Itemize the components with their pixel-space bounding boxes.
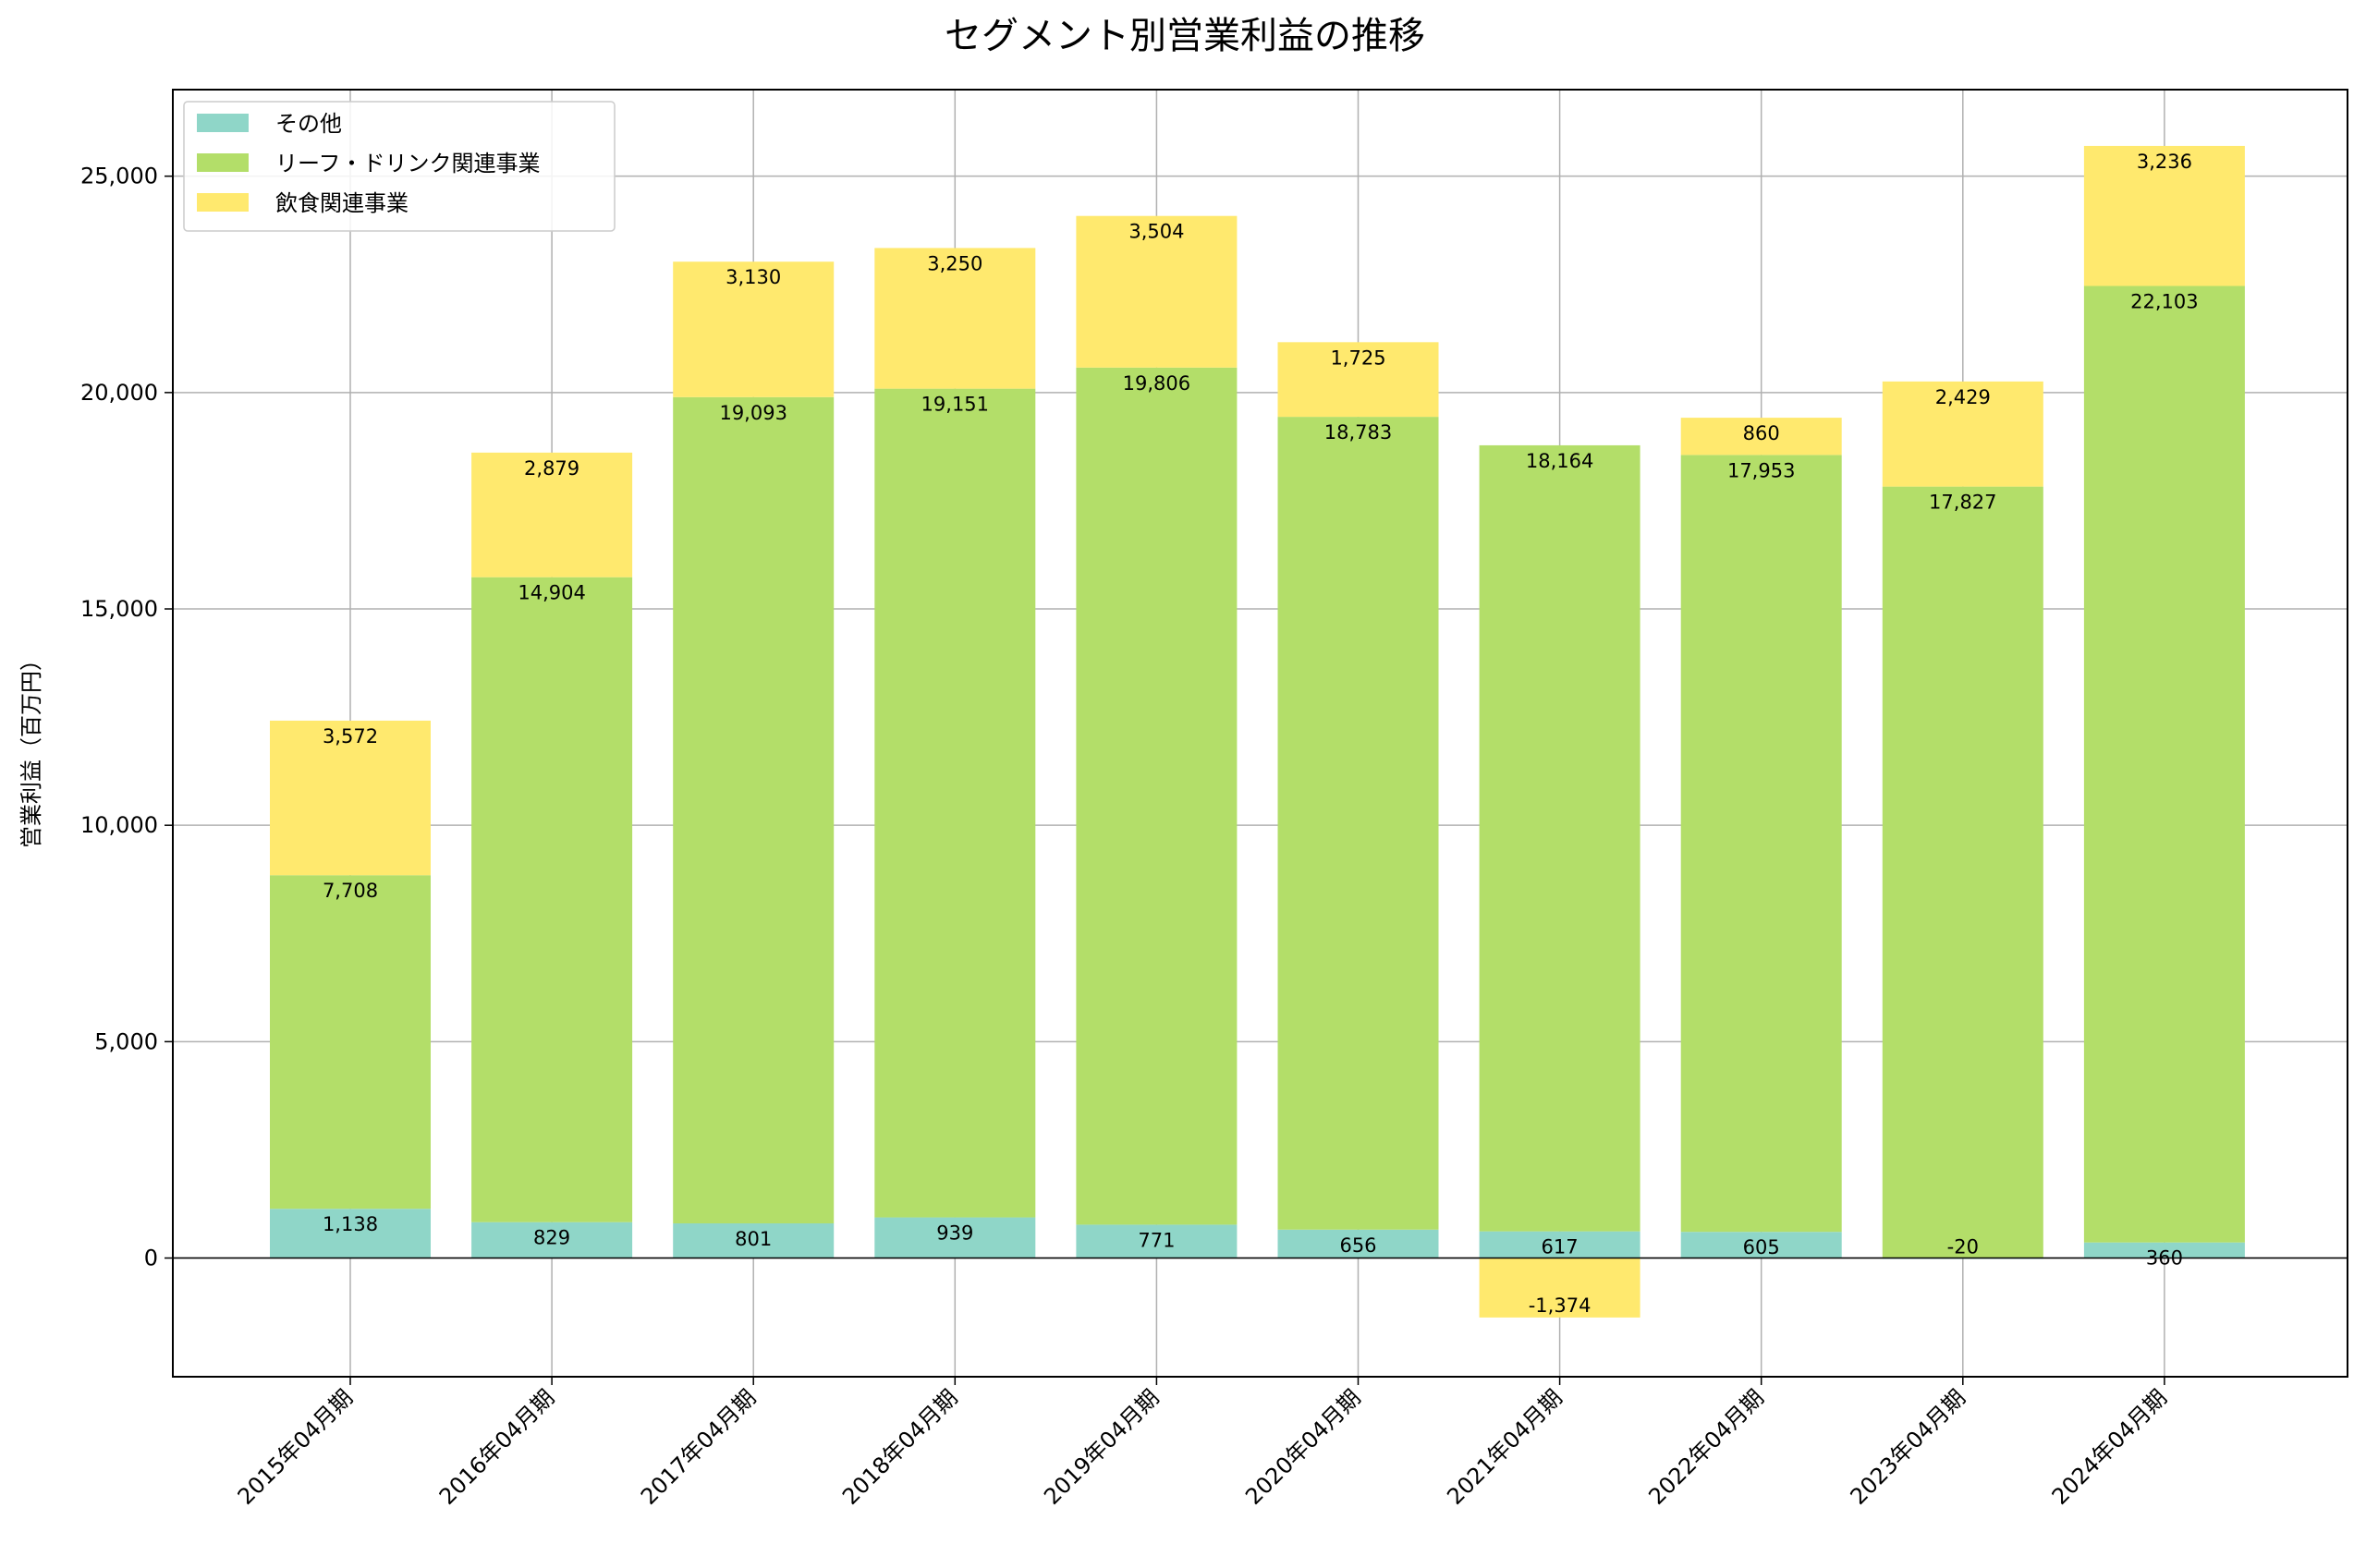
x-tick-label: 2020年04月期	[1240, 1384, 1365, 1509]
bar-segment	[1479, 1258, 1640, 1318]
data-label: 18,164	[1526, 450, 1593, 472]
data-label: 860	[1743, 422, 1780, 444]
legend-label: 飲食関連事業	[275, 190, 409, 216]
y-tick-label: 5,000	[94, 1028, 158, 1054]
data-label: 3,572	[323, 725, 378, 748]
bar-segment	[1479, 1231, 1640, 1258]
data-label: 617	[1542, 1236, 1579, 1258]
data-label: 19,151	[921, 394, 989, 416]
y-tick-label: 0	[144, 1246, 158, 1271]
bar-segment	[2083, 286, 2245, 1243]
data-label: 19,093	[719, 402, 787, 424]
data-label: 17,953	[1727, 459, 1795, 481]
bar-segment	[1680, 1232, 1842, 1258]
data-label: 771	[1138, 1229, 1175, 1251]
data-label: 3,504	[1128, 221, 1184, 243]
x-tick-label: 2018年04月期	[837, 1384, 962, 1509]
data-label: 605	[1743, 1236, 1780, 1258]
bars-group	[270, 145, 2245, 1318]
bar-segment	[1882, 486, 2043, 1258]
data-label: 3,130	[726, 266, 781, 288]
bar-segment	[270, 720, 431, 876]
bar-segment	[874, 388, 1036, 1218]
y-axis-label: 営業利益（百万円）	[18, 649, 44, 848]
y-tick-label: 10,000	[80, 812, 158, 838]
chart-title: セグメント別営業利益の推移	[945, 15, 1425, 57]
bar-segment	[1076, 367, 1238, 1225]
bar-segment	[1277, 417, 1439, 1230]
plot-frame	[172, 89, 2348, 1378]
bar-segment	[673, 261, 835, 397]
bar-segment	[1680, 418, 1842, 456]
x-tick-label: 2016年04月期	[434, 1384, 559, 1509]
data-label: 2,879	[524, 457, 579, 480]
data-label: 17,827	[1929, 492, 1996, 514]
bar-segment	[673, 396, 835, 1224]
y-tick-label: 15,000	[80, 596, 158, 622]
data-label: 2,429	[1935, 386, 1991, 408]
legend-swatch	[197, 193, 249, 212]
data-label: 19,806	[1123, 372, 1190, 395]
y-tick-label: 25,000	[80, 164, 158, 189]
data-label: 656	[1339, 1234, 1376, 1257]
data-label: 1,725	[1330, 346, 1385, 369]
y-tick-label: 20,000	[80, 380, 158, 406]
bar-segment	[874, 1217, 1036, 1258]
bar-segment	[1277, 1229, 1439, 1258]
bar-segment	[1882, 381, 2043, 487]
bar-segment	[1680, 455, 1842, 1233]
bar-segment	[270, 875, 431, 1209]
bar-segment	[1076, 1224, 1238, 1258]
data-label: 14,904	[518, 582, 585, 604]
data-label: 1,138	[323, 1213, 378, 1235]
bar-segment	[1076, 215, 1238, 368]
x-tick-label: 2022年04月期	[1643, 1384, 1768, 1509]
data-label: -1,374	[1529, 1295, 1592, 1317]
data-labels-group: 1,138 7,708 3,572 829 14,904 2,879 801 19,093 3,…	[323, 151, 2199, 1317]
bar-segment	[471, 1222, 633, 1258]
data-label: 3,250	[927, 252, 982, 274]
bar-segment	[1479, 444, 1640, 1232]
x-tick-label: 2017年04月期	[636, 1384, 761, 1509]
x-tick-label: 2015年04月期	[233, 1384, 358, 1509]
data-label: 7,708	[323, 880, 378, 902]
legend-label: その他	[275, 111, 342, 137]
x-tick-label: 2019年04月期	[1039, 1384, 1164, 1509]
data-label: 801	[735, 1228, 772, 1250]
x-tick-label: 2021年04月期	[1442, 1384, 1567, 1509]
bar-segment	[2083, 1242, 2245, 1258]
x-tick-label: 2023年04月期	[1846, 1384, 1970, 1509]
data-label: -20	[1947, 1235, 1979, 1258]
bar-segment	[1277, 342, 1439, 418]
legend-box	[183, 101, 616, 232]
bar-segment	[471, 577, 633, 1222]
legend-swatch	[197, 153, 249, 172]
bar-segment	[874, 248, 1036, 389]
legend-label: リーフ・ドリンク関連事業	[275, 151, 541, 176]
data-label: 939	[936, 1222, 973, 1245]
bar-segment	[270, 1209, 431, 1258]
bar-segment	[471, 452, 633, 577]
bar-segment	[673, 1223, 835, 1258]
data-label: 829	[533, 1227, 570, 1249]
legend-swatch	[197, 114, 249, 132]
x-tick-label: 2024年04月期	[2047, 1384, 2172, 1509]
x-axis: 2015年04月期 2016年04月期 2017年04月期 2018年04月期 2019…	[233, 1377, 2172, 1510]
data-label: 22,103	[2130, 290, 2198, 312]
data-label: 18,783	[1324, 421, 1392, 444]
data-label: 3,236	[2137, 151, 2192, 173]
bar-segment	[2083, 145, 2245, 286]
y-axis: 0 5,000 10,000 15,000 20,000 25,000	[80, 164, 173, 1271]
